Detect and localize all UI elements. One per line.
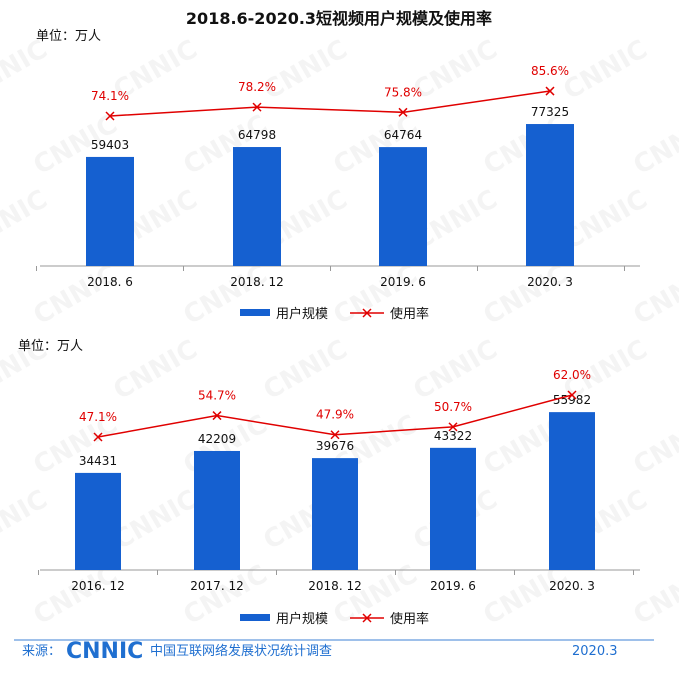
legend-bar-label: 用户规模: [276, 611, 328, 627]
rate-marker: [252, 102, 262, 112]
x-tick-label: 2018. 12: [308, 579, 361, 593]
bar: [75, 472, 121, 570]
bar: [312, 458, 358, 570]
watermark-text: CNNIC: [629, 259, 679, 331]
rate-label: 75.8%: [384, 85, 422, 99]
rate-marker: [330, 430, 340, 440]
rate-label: 47.9%: [316, 408, 354, 422]
legend-line-label: 使用率: [390, 306, 429, 322]
watermark-text: CNNIC: [409, 334, 503, 406]
watermark-text: CNNIC: [409, 34, 503, 106]
bar: [430, 447, 476, 570]
watermark-text: CNNIC: [479, 259, 573, 331]
x-tick-label: 2017. 12: [190, 579, 243, 593]
legend-bar-swatch: [240, 614, 270, 621]
watermark-text: CNNIC: [29, 259, 123, 331]
x-tick-label: 2018. 12: [230, 275, 283, 289]
legend-line-label: 使用率: [390, 611, 429, 627]
rate-marker: [212, 411, 222, 421]
rate-label: 78.2%: [238, 80, 276, 94]
bar: [526, 124, 574, 266]
x-tick-label: 2016. 12: [71, 579, 124, 593]
footer-org: 中国互联网络发展状况统计调查: [150, 643, 332, 659]
x-tick-label: 2020. 3: [549, 579, 595, 593]
watermark-text: CNNIC: [109, 334, 203, 406]
chart-1: 59403 2018. 6 74.1% 64798 2018. 12 78.2% 64764…: [36, 64, 640, 322]
rate-label: 47.1%: [79, 410, 117, 424]
bar: [86, 156, 134, 266]
x-tick-label: 2019. 6: [430, 579, 476, 593]
bar: [379, 147, 427, 266]
chart-title: 2018.6-2020.3短视频用户规模及使用率: [186, 9, 492, 28]
watermark-text: CNNIC: [0, 184, 53, 256]
legend-marker-icon: [362, 308, 372, 318]
bar-value-label: 77325: [531, 105, 569, 119]
footer-date: 2020.3: [572, 644, 618, 659]
watermark-text: CNNIC: [0, 34, 53, 106]
bar: [549, 412, 595, 570]
legend-bar-label: 用户规模: [276, 306, 328, 322]
cnnic-logo: CNNIC: [66, 639, 143, 664]
rate-marker: [105, 111, 115, 121]
chart-2: 34431 2016. 12 47.1% 42209 2017. 12 54.7% 3967…: [38, 368, 640, 627]
bar-value-label: 59403: [91, 138, 129, 152]
x-tick-label: 2020. 3: [527, 275, 573, 289]
bar-value-label: 43322: [434, 429, 472, 443]
unit-label-2: 单位：万人: [18, 339, 83, 354]
watermark-text: CNNIC: [559, 34, 653, 106]
rate-label: 62.0%: [553, 368, 591, 382]
rate-marker: [545, 86, 555, 96]
x-tick-label: 2018. 6: [87, 275, 133, 289]
rate-marker: [448, 422, 458, 432]
bar-value-label: 64798: [238, 128, 276, 142]
bar: [194, 450, 240, 570]
rate-marker: [398, 107, 408, 117]
rate-label: 74.1%: [91, 89, 129, 103]
legend-marker-icon: [362, 613, 372, 623]
watermark-text: CNNIC: [0, 484, 53, 556]
unit-label-1: 单位：万人: [36, 29, 101, 44]
bar-value-label: 42209: [198, 432, 236, 446]
bar-value-label: 34431: [79, 454, 117, 468]
footer-source-label: 来源：: [22, 644, 61, 659]
watermark-text: CNNIC: [259, 34, 353, 106]
watermark-text: CNNIC: [259, 334, 353, 406]
watermark-text: CNNIC: [179, 259, 273, 331]
watermark-text: CNNIC: [629, 109, 679, 181]
rate-marker: [93, 432, 103, 442]
rate-label: 54.7%: [198, 389, 236, 403]
legend-bar-swatch: [240, 309, 270, 316]
rate-marker: [567, 390, 577, 400]
x-tick-label: 2019. 6: [380, 275, 426, 289]
rate-label: 50.7%: [434, 400, 472, 414]
watermark-text: CNNIC: [109, 484, 203, 556]
bar-value-label: 64764: [384, 128, 422, 142]
watermark-text: CNNIC: [629, 409, 679, 481]
bar-value-label: 39676: [316, 439, 354, 453]
bar: [233, 147, 281, 266]
rate-line: [109, 90, 551, 117]
bar-value-label: 55982: [553, 393, 591, 407]
rate-label: 85.6%: [531, 64, 569, 78]
